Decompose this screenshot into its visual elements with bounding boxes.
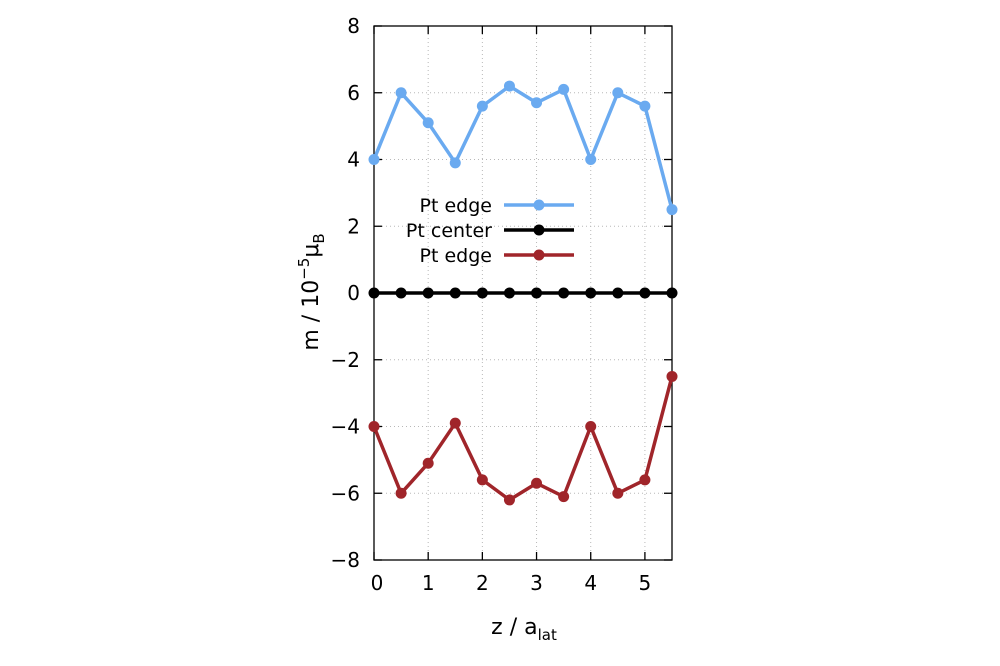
data-point bbox=[422, 117, 434, 129]
y-tick-label: 4 bbox=[347, 148, 360, 172]
x-tick-label: 4 bbox=[584, 571, 597, 595]
data-point bbox=[585, 421, 597, 432]
y-axis-title-sub: B bbox=[310, 233, 328, 243]
data-point bbox=[585, 154, 597, 165]
y-tick-label: −8 bbox=[331, 548, 360, 572]
series-2 bbox=[368, 287, 678, 299]
legend: Pt edge Pt center Pt edge bbox=[406, 195, 574, 267]
y-tick-label: 8 bbox=[347, 14, 360, 38]
legend-swatch-marker bbox=[533, 249, 545, 261]
data-point bbox=[531, 97, 543, 109]
x-axis-title: z / alat bbox=[491, 615, 557, 644]
x-axis-title-sub: lat bbox=[538, 626, 557, 644]
data-point bbox=[531, 477, 543, 489]
y-tick-label: −6 bbox=[331, 481, 360, 505]
data-point bbox=[422, 287, 434, 299]
y-tick-label: −2 bbox=[331, 348, 360, 372]
y-tick-labels: −8 −6 −4 −2 0 2 4 6 8 bbox=[331, 14, 360, 572]
ticks bbox=[373, 25, 672, 561]
data-point bbox=[531, 287, 543, 299]
data-point bbox=[612, 487, 624, 499]
data-point bbox=[666, 287, 678, 299]
x-tick-label: 5 bbox=[639, 571, 652, 595]
data-point bbox=[503, 80, 515, 92]
data-point bbox=[476, 100, 488, 112]
x-tick-label: 0 bbox=[371, 571, 384, 595]
legend-label: Pt edge bbox=[420, 195, 492, 217]
data-point bbox=[476, 287, 488, 299]
y-axis-title: m / 10−5μB bbox=[295, 233, 328, 350]
series-layer bbox=[368, 80, 678, 506]
data-point bbox=[503, 494, 515, 506]
data-point bbox=[449, 287, 461, 299]
data-point bbox=[368, 421, 380, 432]
series-3 bbox=[368, 370, 678, 506]
x-tick-label: 2 bbox=[476, 571, 489, 595]
x-axis-title-base: z / a bbox=[491, 615, 537, 640]
data-point bbox=[395, 487, 407, 499]
data-point bbox=[612, 87, 624, 99]
legend-entry: Pt edge bbox=[420, 245, 574, 267]
legend-label: Pt edge bbox=[420, 245, 492, 267]
data-point bbox=[503, 287, 515, 299]
data-point bbox=[395, 287, 407, 299]
y-tick-label: 2 bbox=[347, 214, 360, 238]
y-tick-label: 0 bbox=[347, 281, 360, 305]
data-point bbox=[395, 87, 407, 99]
legend-label: Pt center bbox=[406, 220, 492, 242]
data-point bbox=[639, 474, 651, 486]
data-point bbox=[476, 474, 488, 486]
legend-entry: Pt edge bbox=[420, 195, 574, 217]
legend-swatch-marker bbox=[533, 199, 545, 211]
data-point bbox=[558, 491, 570, 503]
legend-entry: Pt center bbox=[406, 220, 574, 242]
data-point bbox=[449, 157, 461, 169]
data-point bbox=[558, 83, 570, 95]
data-point bbox=[612, 287, 624, 299]
x-tick-labels: 0 1 2 3 4 5 bbox=[371, 571, 652, 595]
data-point bbox=[639, 287, 651, 299]
data-point bbox=[558, 287, 570, 299]
data-point bbox=[666, 204, 678, 216]
data-point bbox=[585, 287, 597, 299]
data-point bbox=[368, 154, 380, 165]
data-point bbox=[639, 100, 651, 112]
x-tick-label: 1 bbox=[422, 571, 435, 595]
series-1 bbox=[368, 80, 678, 216]
y-axis-title-unit: μ bbox=[299, 244, 324, 258]
data-point bbox=[422, 457, 434, 469]
y-tick-label: 6 bbox=[347, 81, 360, 105]
x-tick-label: 3 bbox=[530, 571, 543, 595]
data-point bbox=[449, 417, 461, 429]
legend-swatch-marker bbox=[533, 224, 545, 236]
y-axis-title-base: m / 10 bbox=[299, 280, 324, 351]
data-point bbox=[368, 287, 380, 299]
data-point bbox=[666, 370, 678, 382]
y-tick-label: −4 bbox=[331, 415, 360, 439]
y-axis-title-sup: −5 bbox=[295, 258, 313, 280]
